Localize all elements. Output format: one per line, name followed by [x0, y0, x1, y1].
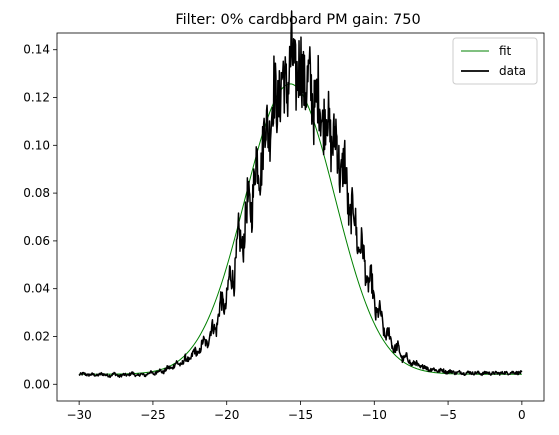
y-tick-label: 0.14: [23, 43, 50, 57]
plot-area: [78, 10, 523, 379]
y-tick-label: 0.12: [23, 91, 50, 105]
x-tick-label: −15: [288, 408, 313, 422]
x-tick-label: −30: [66, 408, 91, 422]
x-tick-label: −20: [214, 408, 239, 422]
y-tick-label: 0.00: [23, 377, 50, 391]
y-tick-label: 0.06: [23, 234, 50, 248]
y-tick-label: 0.10: [23, 138, 50, 152]
x-tick-label: −25: [140, 408, 165, 422]
legend-label-fit: fit: [499, 44, 512, 58]
x-axis: −30 −25 −20 −15 −10 −5 0: [66, 401, 526, 422]
chart-title: Filter: 0% cardboard PM gain: 750: [175, 12, 420, 28]
series-data-line: [78, 10, 523, 379]
y-axis: 0.00 0.02 0.04 0.06 0.08 0.10 0.12 0.14: [23, 43, 57, 391]
x-tick-label: 0: [518, 408, 526, 422]
series-fit-line: [79, 83, 522, 375]
y-tick-label: 0.02: [23, 329, 50, 343]
x-tick-label: −5: [439, 408, 457, 422]
legend-box: [452, 37, 538, 85]
legend-label-data: data: [499, 64, 526, 78]
legend: fit data: [452, 37, 538, 85]
y-tick-label: 0.08: [23, 186, 50, 200]
y-tick-label: 0.04: [23, 282, 50, 296]
x-tick-label: −10: [362, 408, 387, 422]
